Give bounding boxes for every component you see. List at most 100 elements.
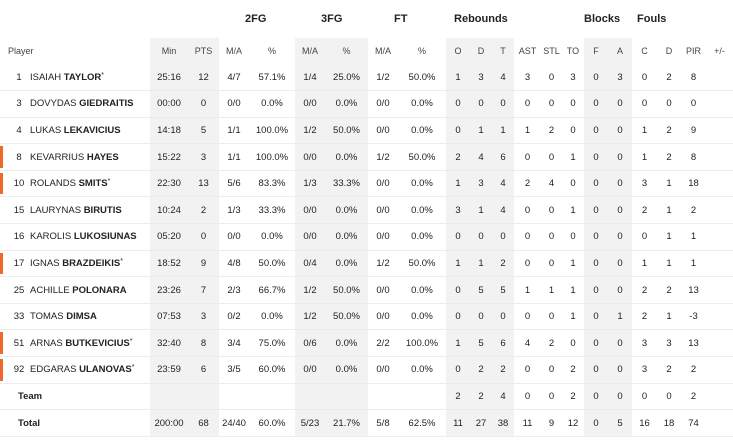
stat-fg2-made-attempted: 2/3 xyxy=(219,276,249,304)
stat-plus-minus xyxy=(706,356,733,384)
stat-fouls-drawn: 3 xyxy=(657,329,682,358)
player-last-name[interactable]: DIMSA xyxy=(66,311,97,323)
stat-ft-pct: 50.0% xyxy=(398,143,447,171)
player-last-name[interactable]: BRAZDEIKIS xyxy=(62,257,121,269)
player-cell[interactable]: 16 KAROLIS LUKOSIUNAS xyxy=(0,223,150,251)
stat-min: 00:00 xyxy=(150,90,188,118)
stat-plus-minus xyxy=(706,303,733,331)
column-header-fouls-committed[interactable]: C xyxy=(641,46,648,56)
stat-plus-minus xyxy=(706,64,733,92)
player-cell[interactable]: 3 DOVYDAS GIEDRAITIS xyxy=(0,90,150,118)
stat-fg3-pct xyxy=(325,383,368,411)
player-row[interactable]: 3 DOVYDAS GIEDRAITIS 00:00 0 0/0 0.0% 0/0 0.0% 0… xyxy=(0,90,733,118)
player-cell[interactable]: 17 IGNAS BRAZDEIKIS* xyxy=(0,250,150,278)
stat-fg2-pct: 50.0% xyxy=(249,250,295,278)
column-header-pir[interactable]: PIR xyxy=(686,46,702,56)
stat-to: 1 xyxy=(562,303,585,331)
column-header-def-reb[interactable]: D xyxy=(470,38,493,64)
stat-ast: 0 xyxy=(514,90,542,118)
column-header-blk-against[interactable]: A xyxy=(608,38,633,64)
column-header-min[interactable]: Min xyxy=(150,38,188,64)
player-cell[interactable]: 4 LUKAS LEKAVICIUS xyxy=(0,117,150,145)
player-row[interactable]: 92 EDGARAS ULANOVAS* 23:59 6 3/5 60.0% 0/0 0.0%… xyxy=(0,356,733,384)
stat-min: 14:18 xyxy=(150,117,188,145)
player-row[interactable]: 33 TOMAS DIMSA 07:53 3 0/2 0.0% 1/2 50.0% 0/0 0.0… xyxy=(0,303,733,331)
stat-fg3-pct: 0.0% xyxy=(325,143,368,171)
player-row[interactable]: 8 KEVARRIUS HAYES 15:22 3 1/1 100.0% 0/0 0.0% 1/… xyxy=(0,143,733,171)
stat-fg2-pct: 60.0% xyxy=(249,356,295,384)
column-header-pts[interactable]: PTS xyxy=(188,38,219,64)
player-cell[interactable]: 10 ROLANDS SMITS* xyxy=(0,170,150,198)
column-header-tot-reb[interactable]: T xyxy=(492,38,515,64)
stat-to: 0 xyxy=(562,170,585,198)
column-header-plus-minus[interactable]: +/- xyxy=(714,46,725,56)
stat-pir: 2 xyxy=(681,356,707,384)
stat-blk-against: 0 xyxy=(608,90,633,118)
column-header-ast[interactable]: AST xyxy=(518,46,537,56)
player-row[interactable]: 25 ACHILLE POLONARA 23:26 7 2/3 66.7% 1/2 50.0%… xyxy=(0,276,733,304)
stat-fg2-pct: 100.0% xyxy=(249,143,295,171)
column-header-player[interactable]: Player xyxy=(8,46,34,56)
player-last-name[interactable]: BIRUTIS xyxy=(83,204,122,216)
column-header-fg2-made-attempted[interactable]: M/A xyxy=(225,46,242,56)
player-last-name[interactable]: HAYES xyxy=(86,151,119,163)
stat-fg2-made-attempted: 5/6 xyxy=(219,170,249,198)
stat-plus-minus xyxy=(706,90,733,118)
stat-min: 05:20 xyxy=(150,223,188,251)
stat-ft-made-attempted: 0/0 xyxy=(368,223,398,251)
player-row[interactable]: 1 ISAIAH TAYLOR* 25:16 12 4/7 57.1% 1/4 25.0% 1/… xyxy=(0,64,733,92)
column-header-ft-made-attempted[interactable]: M/A xyxy=(374,46,391,56)
player-row[interactable]: 51 ARNAS BUTKEVICIUS* 32:40 8 3/4 75.0% 0/6 0.0… xyxy=(0,329,733,358)
column-header-stl[interactable]: STL xyxy=(543,46,560,56)
column-header-off-reb[interactable]: O xyxy=(446,38,471,64)
stat-fg3-pct: 0.0% xyxy=(325,329,368,358)
stat-pts: 3 xyxy=(188,303,219,331)
stat-blk-against: 0 xyxy=(608,250,633,278)
player-cell[interactable]: 25 ACHILLE POLONARA xyxy=(0,276,150,304)
stat-blk-against: 0 xyxy=(608,117,633,145)
stat-fg3-pct: 50.0% xyxy=(325,276,368,304)
column-header-to[interactable]: TO xyxy=(566,46,580,56)
starter-star: * xyxy=(131,364,135,372)
player-row[interactable]: 10 ROLANDS SMITS* 22:30 13 5/6 83.3% 1/3 33.3% 0… xyxy=(0,170,733,198)
column-header-ft-pct[interactable]: % xyxy=(418,46,427,56)
player-row[interactable]: 17 IGNAS BRAZDEIKIS* 18:52 9 4/8 50.0% 0/4 0.0%… xyxy=(0,250,733,278)
player-last-name[interactable]: GIEDRAITIS xyxy=(79,98,134,110)
column-header-fouls-drawn[interactable]: D xyxy=(665,46,673,56)
stat-tot-reb: 4 xyxy=(492,196,515,225)
player-row[interactable]: 15 LAURYNAS BIRUTIS 10:24 2 1/3 33.3% 0/0 0.0% 0… xyxy=(0,196,733,225)
player-last-name[interactable]: BUTKEVICIUS xyxy=(65,337,130,349)
player-cell[interactable]: 8 KEVARRIUS HAYES xyxy=(0,143,150,171)
stat-stl: 9 xyxy=(541,409,563,437)
player-last-name[interactable]: SMITS xyxy=(78,178,108,190)
column-header-fg2-pct[interactable]: % xyxy=(267,46,276,56)
player-last-name[interactable]: ULANOVAS xyxy=(79,364,132,376)
stat-plus-minus xyxy=(706,329,733,358)
stat-min: 22:30 xyxy=(150,170,188,198)
stat-plus-minus xyxy=(706,143,733,171)
column-header-blk-for[interactable]: F xyxy=(584,38,609,64)
player-row[interactable]: 4 LUKAS LEKAVICIUS 14:18 5 1/1 100.0% 1/2 50.0%… xyxy=(0,117,733,145)
player-first-name: KAROLIS xyxy=(30,231,72,243)
stat-fouls-committed: 0 xyxy=(632,383,658,411)
player-cell[interactable]: 51 ARNAS BUTKEVICIUS* xyxy=(0,329,150,358)
player-cell[interactable]: 33 TOMAS DIMSA xyxy=(0,303,150,331)
player-cell[interactable]: 1 ISAIAH TAYLOR* xyxy=(0,64,150,92)
player-cell[interactable]: 15 LAURYNAS BIRUTIS xyxy=(0,196,150,225)
stat-fouls-committed: 1 xyxy=(632,143,658,171)
stat-fouls-committed: 3 xyxy=(632,329,658,358)
player-cell[interactable]: 92 EDGARAS ULANOVAS* xyxy=(0,356,150,384)
stat-off-reb: 11 xyxy=(446,409,471,437)
player-last-name[interactable]: LEKAVICIUS xyxy=(63,124,121,136)
player-last-name[interactable]: POLONARA xyxy=(72,284,127,296)
stat-blk-against: 0 xyxy=(608,356,633,384)
column-header-fg3-pct[interactable]: % xyxy=(325,38,368,64)
player-last-name[interactable]: TAYLOR xyxy=(63,71,102,83)
player-first-name: LUKAS xyxy=(30,124,62,136)
column-header-fg3-made-attempted[interactable]: M/A xyxy=(295,38,325,64)
stat-def-reb: 3 xyxy=(470,64,493,92)
stat-tot-reb: 6 xyxy=(492,143,515,171)
player-row[interactable]: 16 KAROLIS LUKOSIUNAS 05:20 0 0/0 0.0% 0/0 0.0%… xyxy=(0,223,733,251)
player-last-name[interactable]: LUKOSIUNAS xyxy=(73,231,137,243)
